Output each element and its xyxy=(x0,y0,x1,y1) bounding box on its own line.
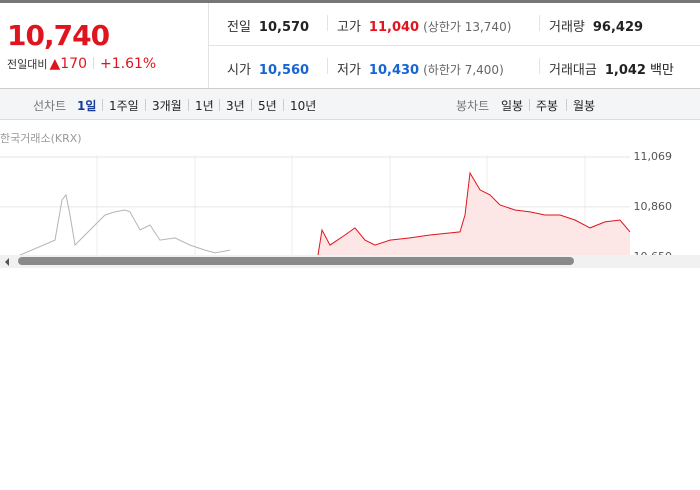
change: 전일대비 ▲170 +1.61% xyxy=(7,56,156,72)
change-amount: ▲170 xyxy=(49,56,87,72)
price: 10,740 xyxy=(7,19,110,52)
scroll-thumb[interactable] xyxy=(18,257,574,265)
tab-separator xyxy=(145,99,146,111)
y-tick-label: 11,069 xyxy=(634,150,673,163)
period-tab[interactable]: 5년 xyxy=(258,99,277,113)
stat-label: 고가 xyxy=(337,20,361,35)
divider xyxy=(327,58,328,74)
stat-label: 저가 xyxy=(337,63,361,78)
period-tab[interactable]: 1년 xyxy=(195,99,214,113)
divider xyxy=(539,58,540,74)
stat-label: 거래대금 xyxy=(549,63,597,78)
stats-row: 시가 10,560 저가 10,430 (하한가 7,400) 거래대금 1,042 백만 xyxy=(209,46,700,88)
chart: 11,069 10,860 10,650 xyxy=(0,150,673,255)
tab-separator xyxy=(566,99,567,111)
summary: 10,740 전일대비 ▲170 +1.61% 전일 10,570 고가 11,040 (상… xyxy=(0,0,700,88)
change-rate: +1.61% xyxy=(99,56,157,72)
divider xyxy=(539,15,540,31)
chart-tabs: 선차트 1일 1주일 3개월 1년 3년 5년 10년 봉차트 일봉 주봉 월봉 xyxy=(0,88,700,120)
candle-tab[interactable]: 일봉 xyxy=(501,99,524,113)
tab-separator xyxy=(102,99,103,111)
y-tick-label: 10,860 xyxy=(634,200,673,213)
tab-separator xyxy=(251,99,252,111)
tab-separator xyxy=(529,99,530,111)
price-line xyxy=(317,171,631,255)
stat: 저가 10,430 (하한가 7,400) xyxy=(337,59,504,78)
stat-note: (상한가 13,740) xyxy=(423,20,512,34)
scrollbar[interactable] xyxy=(0,255,700,268)
stat-label: 거래량 xyxy=(549,20,585,35)
scroll-left[interactable] xyxy=(5,258,9,266)
price-area xyxy=(318,173,630,255)
stat: 전일 10,570 xyxy=(227,16,309,35)
data-source: 한국거래소(KRX) xyxy=(0,132,82,145)
y-tick-label: 10,650 xyxy=(634,250,673,255)
tab-separator xyxy=(219,99,220,111)
period-tab[interactable]: 3개월 xyxy=(152,99,182,113)
divider xyxy=(327,15,328,31)
stat-value: 11,040 xyxy=(368,20,420,35)
stat-value: 1,042 xyxy=(604,63,646,78)
price-line xyxy=(19,193,231,255)
change-label: 전일대비 xyxy=(7,58,48,71)
stat: 거래량 96,429 xyxy=(549,16,643,35)
tab-group-label: 봉차트 xyxy=(456,99,490,113)
separator xyxy=(92,57,94,69)
period-tab[interactable]: 1주일 xyxy=(109,99,139,113)
tab-separator xyxy=(283,99,284,111)
stat-value: 10,570 xyxy=(258,20,310,35)
quote: 10,740 전일대비 ▲170 +1.61% xyxy=(0,3,209,88)
tab-separator xyxy=(188,99,189,111)
period-tab[interactable]: 1일 xyxy=(77,99,97,113)
period-tab[interactable]: 3년 xyxy=(226,99,245,113)
tab-group-label: 선차트 xyxy=(33,99,67,113)
candle-tab[interactable]: 월봉 xyxy=(573,99,596,113)
stats-row: 전일 10,570 고가 11,040 (상한가 13,740) 거래량 96,429 xyxy=(209,3,700,46)
stat: 거래대금 1,042 백만 xyxy=(549,59,674,78)
stat-label: 시가 xyxy=(227,63,251,78)
candle-tab[interactable]: 주봉 xyxy=(536,99,559,113)
stat-value: 10,430 xyxy=(368,63,420,78)
period-tab[interactable]: 10년 xyxy=(290,99,317,113)
stat-label: 전일 xyxy=(227,20,251,35)
stat-value: 96,429 xyxy=(592,20,644,35)
stat: 고가 11,040 (상한가 13,740) xyxy=(337,16,511,35)
stat-note: (하한가 7,400) xyxy=(423,63,504,77)
stat: 시가 10,560 xyxy=(227,59,309,78)
stat-unit: 백만 xyxy=(649,63,674,78)
stat-value: 10,560 xyxy=(258,63,310,78)
